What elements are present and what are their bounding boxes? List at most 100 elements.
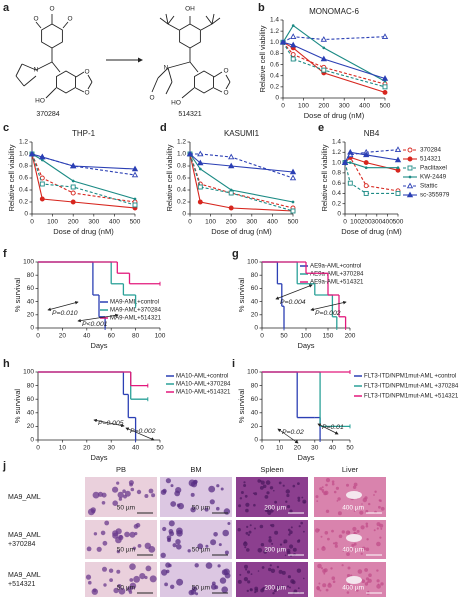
series-line — [282, 41, 386, 85]
cell — [103, 583, 107, 587]
cell — [380, 506, 385, 511]
marker — [40, 158, 44, 162]
cell — [315, 495, 319, 499]
cell — [367, 590, 370, 593]
cell — [112, 486, 119, 493]
x-tick-label: 400 — [382, 219, 393, 226]
marker — [290, 52, 296, 57]
cell — [219, 577, 227, 584]
x-tick-label: 200 — [318, 103, 329, 110]
marker — [406, 182, 414, 189]
legend-label: MA10-AML+control — [176, 373, 228, 380]
cell — [93, 532, 98, 536]
y-tick-label: 80 — [27, 272, 35, 279]
cell — [373, 494, 375, 496]
cell — [216, 484, 220, 488]
cell — [213, 532, 218, 537]
cell — [244, 564, 248, 569]
cell — [116, 481, 120, 485]
y-tick-label: 0.8 — [19, 163, 28, 170]
cell — [161, 569, 168, 576]
x-tick-label: 10 — [59, 445, 67, 452]
cell — [160, 489, 167, 495]
x-tick-label: 0 — [260, 333, 264, 340]
cell — [172, 543, 177, 548]
series-line — [31, 153, 136, 203]
cell — [376, 569, 379, 572]
atom-label: HO — [35, 98, 45, 105]
cell — [360, 525, 365, 530]
marker — [186, 150, 194, 157]
x-tick-label: 20 — [294, 445, 302, 452]
cell — [254, 588, 259, 593]
cell — [365, 524, 369, 528]
cell — [361, 546, 366, 551]
cell — [287, 575, 291, 579]
y-tick-label: 0 — [30, 437, 34, 444]
cell — [317, 563, 322, 569]
bond — [167, 15, 175, 25]
marker — [363, 190, 369, 196]
cell — [261, 587, 265, 591]
cell — [367, 578, 372, 583]
p-arrow — [275, 284, 313, 300]
marker — [229, 188, 233, 192]
marker — [228, 205, 234, 211]
marker — [320, 36, 327, 42]
cell — [261, 566, 265, 569]
cell — [320, 535, 323, 538]
p-arrow — [77, 313, 119, 323]
cell — [237, 579, 242, 584]
cell — [319, 487, 323, 491]
scale-label: 50 µm — [117, 547, 135, 554]
legend-label: MA9-AML+control — [110, 299, 159, 306]
x-tick-label: 150 — [323, 333, 334, 340]
cell — [303, 501, 306, 504]
cell — [289, 530, 293, 534]
x-tick-label: 400 — [109, 219, 120, 226]
bond — [87, 74, 93, 83]
cell — [334, 541, 338, 546]
cell — [276, 585, 280, 590]
marker — [289, 174, 297, 181]
atom-label: O — [33, 16, 38, 23]
x-tick-label: 0 — [343, 219, 347, 226]
marker — [381, 75, 389, 81]
cell — [223, 508, 231, 515]
y-tick-label: 0 — [24, 211, 28, 218]
series-line — [189, 153, 294, 173]
cell — [144, 494, 149, 498]
row-label: MA9_AML — [8, 532, 41, 539]
y-tick-label: 0 — [254, 325, 258, 332]
compound-label: 514321 — [178, 111, 201, 118]
y-tick-label: 80 — [27, 382, 35, 389]
cell — [327, 537, 330, 541]
bond — [205, 15, 213, 25]
cell — [132, 546, 136, 550]
bond — [157, 67, 169, 79]
y-tick-label: 80 — [251, 272, 259, 279]
cell — [297, 482, 300, 485]
x-tick-label: 200 — [68, 219, 79, 226]
cell — [246, 548, 250, 552]
histology-image — [160, 520, 232, 559]
marker — [394, 156, 402, 163]
cell — [346, 574, 351, 578]
cell — [162, 526, 167, 532]
cell — [139, 573, 146, 580]
cell — [288, 533, 291, 536]
legend-label: Stattic — [420, 183, 438, 190]
cell — [286, 493, 290, 498]
legend-label: FLT3-ITD/NPM1mut-AML +370284 — [364, 383, 459, 390]
cell — [289, 509, 293, 513]
cell — [364, 568, 368, 572]
x-tick-label: 500 — [393, 219, 404, 226]
cell — [176, 530, 183, 537]
marker — [289, 168, 297, 175]
legend-label: MA10-AML+514321 — [176, 389, 231, 396]
p-value: P<0.001 — [82, 321, 108, 328]
cell — [259, 486, 264, 490]
cell — [322, 583, 327, 588]
bond — [213, 87, 223, 93]
cell — [325, 478, 331, 483]
